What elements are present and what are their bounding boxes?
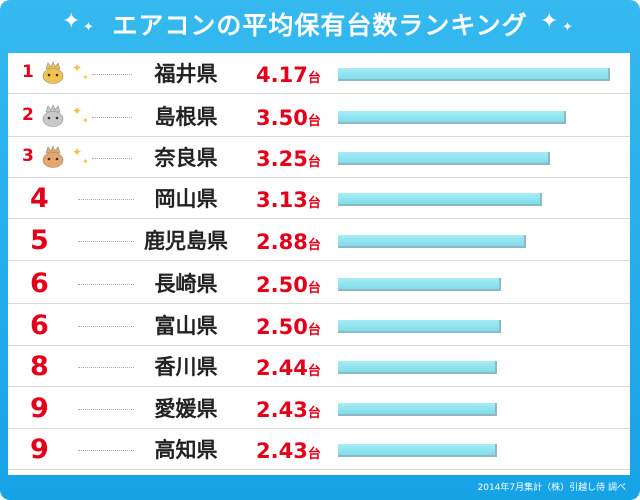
category-label: 富山県	[154, 314, 218, 338]
leader-dots	[78, 326, 134, 327]
sparkle-icon: ✦	[72, 61, 83, 75]
rank-label: 1	[22, 62, 34, 82]
rank-label: 3	[22, 146, 34, 166]
data-value: 2.88	[256, 230, 308, 254]
data-value: 2.50	[256, 273, 308, 297]
data-label: 2.44台	[256, 348, 336, 386]
leader-dots	[78, 450, 134, 451]
bar	[338, 278, 501, 291]
ranking-row: 3 ✦ ✦ 奈良県 3.25台	[8, 139, 630, 178]
category-label: 香川県	[154, 355, 218, 379]
category-label: 鹿児島県	[144, 229, 228, 253]
unit-label: 台	[307, 196, 321, 211]
leader-dots	[78, 409, 134, 410]
category-label: 岡山県	[154, 187, 218, 211]
sparkle-icon: ✦	[82, 116, 89, 125]
data-label: 3.50台	[256, 98, 336, 136]
rank-label: 8	[30, 351, 49, 382]
bar	[338, 361, 497, 374]
data-label: 2.43台	[256, 431, 336, 469]
leader-dots	[92, 158, 132, 159]
unit-label: 台	[307, 71, 321, 86]
rank-label: 6	[30, 310, 49, 341]
category-label: 高知県	[154, 438, 218, 462]
unit-label: 台	[307, 155, 321, 170]
unit-label: 台	[307, 281, 321, 296]
sparkle-icon: ✦	[82, 157, 89, 166]
data-label: 3.25台	[256, 139, 336, 177]
data-value: 3.50	[256, 106, 308, 130]
leader-dots	[78, 284, 134, 285]
bar	[338, 152, 550, 165]
data-value: 2.50	[256, 315, 308, 339]
bar	[338, 68, 610, 81]
sparkle-icon: ✦	[72, 104, 83, 118]
ranking-row: 6 富山県 2.50台	[8, 307, 630, 346]
sparkle-icon: ✦	[72, 145, 83, 159]
data-value: 3.13	[256, 188, 308, 212]
unit-label: 台	[307, 447, 321, 462]
category-label: 島根県	[154, 105, 218, 129]
medal-icon	[42, 145, 64, 168]
ranking-row: 9 高知県 2.43台	[8, 431, 630, 470]
rank-label: 5	[30, 225, 49, 256]
data-value: 3.25	[256, 147, 308, 171]
sparkle-icon: ✦	[540, 9, 559, 34]
bar	[338, 193, 542, 206]
category-label: 奈良県	[154, 146, 218, 170]
bar	[338, 403, 497, 416]
unit-label: 台	[307, 114, 321, 129]
category-label: 長崎県	[154, 272, 218, 296]
rank-label: 4	[30, 183, 49, 214]
unit-label: 台	[307, 238, 321, 253]
rank-label: 6	[30, 268, 49, 299]
ranking-row: 5 鹿児島県 2.88台	[8, 222, 630, 261]
bar	[338, 235, 526, 248]
bar	[338, 444, 497, 457]
leader-dots	[92, 74, 132, 75]
sparkle-icon: ✦	[62, 9, 81, 34]
chart-title: エアコンの平均保有台数ランキング	[112, 11, 528, 40]
data-value: 4.17	[256, 63, 308, 87]
leader-dots	[78, 241, 134, 242]
unit-label: 台	[307, 406, 321, 421]
bar	[338, 111, 566, 124]
data-label: 2.43台	[256, 390, 336, 428]
leader-dots	[78, 367, 134, 368]
sparkle-icon: ✦	[83, 20, 94, 35]
leader-dots	[78, 199, 134, 200]
rank-label: 9	[30, 434, 49, 465]
data-value: 2.43	[256, 439, 308, 463]
category-label: 福井県	[154, 62, 218, 86]
category-label: 愛媛県	[154, 397, 218, 421]
rank-label: 9	[30, 393, 49, 424]
data-label: 2.88台	[256, 222, 336, 260]
data-label: 4.17台	[256, 55, 336, 93]
ranking-row: 9 愛媛県 2.43台	[8, 390, 630, 429]
medal-icon	[42, 104, 64, 127]
bar	[338, 320, 501, 333]
ranking-row: 1 ✦ ✦ 福井県 4.17台	[8, 55, 630, 94]
ranking-row: 8 香川県 2.44台	[8, 348, 630, 387]
sparkle-icon: ✦	[562, 20, 573, 35]
ranking-row: 4 岡山県 3.13台	[8, 180, 630, 219]
rank-label: 2	[22, 105, 34, 125]
ranking-row: 2 ✦ ✦ 島根県 3.50台	[8, 98, 630, 137]
data-value: 2.43	[256, 398, 308, 422]
medal-icon	[42, 61, 64, 84]
data-value: 2.44	[256, 356, 308, 380]
unit-label: 台	[307, 323, 321, 338]
source-note: 2014年7月集計（株）引越し侍 調べ	[477, 483, 627, 493]
leader-dots	[92, 117, 132, 118]
data-label: 2.50台	[256, 307, 336, 345]
unit-label: 台	[307, 364, 321, 379]
data-label: 3.13台	[256, 180, 336, 218]
sparkle-icon: ✦	[82, 73, 89, 82]
data-label: 2.50台	[256, 265, 336, 303]
ranking-row: 6 長崎県 2.50台	[8, 265, 630, 304]
